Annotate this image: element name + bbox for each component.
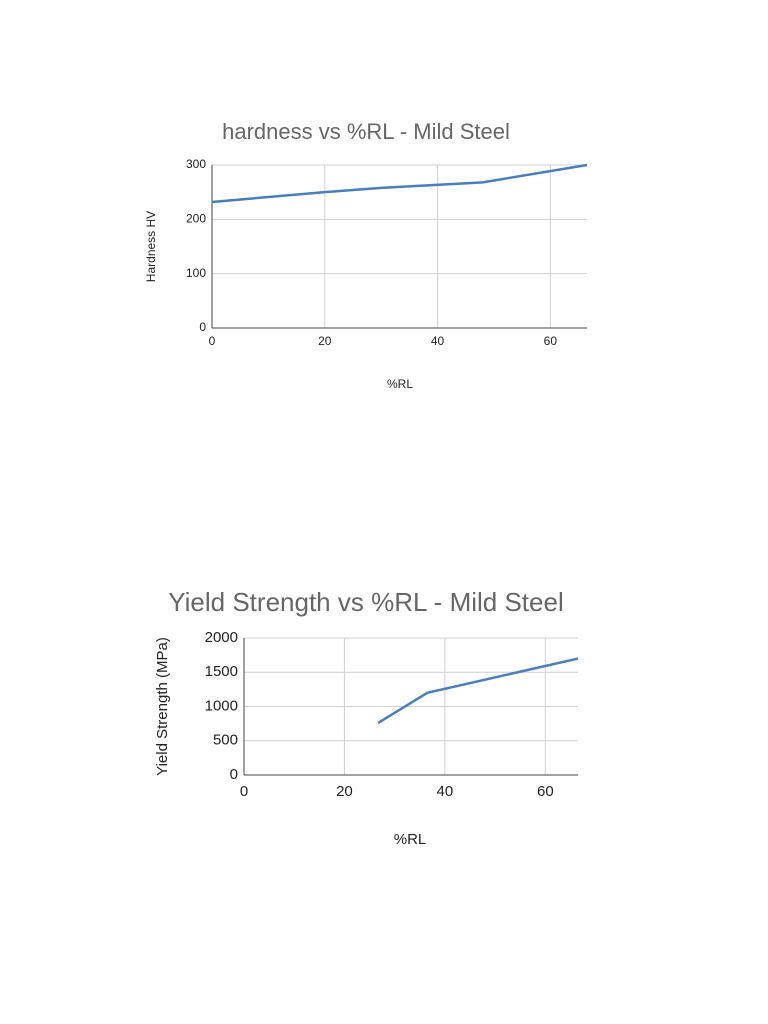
chart-title: hardness vs %RL - Mild Steel (222, 119, 510, 144)
y-tick-label: 0 (230, 766, 238, 783)
x-tick-label: 0 (240, 783, 248, 800)
x-tick-label: 0 (209, 334, 216, 348)
data-line (377, 657, 579, 725)
y-tick-label: 1500 (205, 663, 238, 680)
y-tick-label: 200 (186, 212, 206, 226)
x-axis-label: %RL (394, 831, 427, 848)
x-tick-label: 40 (437, 783, 454, 800)
y-axis-label: Yield Strength (MPa) (154, 637, 171, 776)
y-tick-label: 300 (186, 157, 206, 171)
y-tick-label: 2000 (205, 629, 238, 646)
x-tick-label: 60 (537, 783, 554, 800)
x-tick-label: 20 (318, 334, 332, 348)
x-tick-label: 60 (544, 334, 558, 348)
data-line (211, 163, 588, 204)
y-tick-label: 100 (186, 266, 206, 280)
x-tick-label: 40 (431, 334, 445, 348)
y-tick-label: 1000 (205, 697, 238, 714)
chart-title: Yield Strength vs %RL - Mild Steel (168, 587, 563, 617)
y-tick-label: 500 (213, 732, 238, 749)
x-axis-label: %RL (387, 377, 413, 391)
x-tick-label: 20 (336, 783, 353, 800)
y-axis-label: Hardness HV (144, 211, 158, 282)
y-tick-label: 0 (199, 320, 206, 334)
